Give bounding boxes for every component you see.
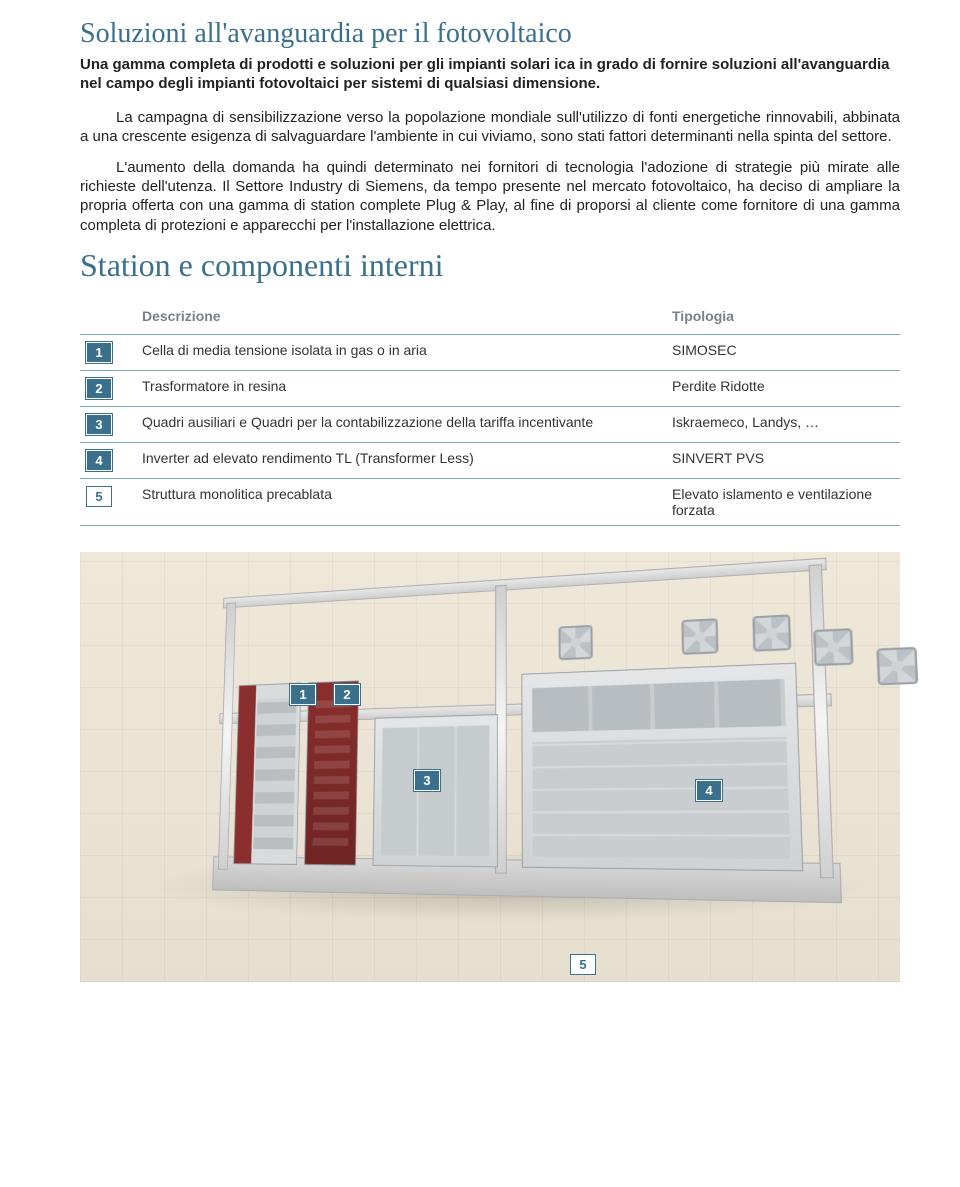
table-header-desc: Descrizione — [142, 298, 672, 335]
body-paragraph-2: L'aumento della domanda ha quindi determ… — [80, 158, 900, 235]
table-row: 3 Quadri ausiliari e Quadri per la contab… — [80, 406, 900, 442]
fan-icon — [558, 625, 592, 661]
row-badge: 3 — [86, 414, 112, 435]
table-row: 4 Inverter ad elevato rendimento TL (Tran… — [80, 442, 900, 478]
row-badge: 4 — [86, 450, 112, 471]
table-header-num — [80, 298, 142, 335]
table-row: 1 Cella di media tensione isolata in gas … — [80, 334, 900, 370]
lead-paragraph: Una gamma completa di prodotti e soluzio… — [80, 56, 900, 94]
cabinet-inverters — [521, 662, 803, 871]
fan-icon — [876, 647, 918, 686]
row-badge: 5 — [86, 486, 112, 507]
row-desc: Quadri ausiliari e Quadri per la contabi… — [142, 406, 672, 442]
body-paragraph-1: La campagna di sensibilizzazione verso l… — [80, 108, 900, 146]
illustration-pin: 4 — [696, 780, 722, 801]
fan-icon — [752, 614, 791, 651]
table-row: 2 Trasformatore in resinaPerdite Ridotte — [80, 370, 900, 406]
cabinet-mv-cell — [233, 682, 301, 864]
table-header-type: Tipologia — [672, 298, 900, 335]
row-type: Perdite Ridotte — [672, 370, 900, 406]
fan-icon — [681, 618, 718, 655]
row-desc: Struttura monolitica precablata — [142, 478, 672, 525]
section-heading: Station e componenti interni — [80, 247, 900, 284]
components-table: Descrizione Tipologia 1 Cella di media te… — [80, 298, 900, 526]
illustration-pin: 2 — [334, 684, 360, 705]
row-type: SIMOSEC — [672, 334, 900, 370]
row-type: SINVERT PVS — [672, 442, 900, 478]
row-type: Elevato islamento e ventilazione forzata — [672, 478, 900, 525]
illustration-shelter — [218, 564, 834, 878]
row-desc: Trasformatore in resina — [142, 370, 672, 406]
station-illustration: 12 3 4 5 — [80, 552, 900, 982]
illustration-pin: 5 — [570, 954, 596, 975]
table-row: 5 Struttura monolitica precablataElevato … — [80, 478, 900, 525]
row-badge: 2 — [86, 378, 112, 399]
row-desc: Inverter ad elevato rendimento TL (Trans… — [142, 442, 672, 478]
illustration-pin: 1 — [290, 684, 316, 705]
illustration-pin: 3 — [414, 770, 440, 791]
page-title: Soluzioni all'avanguardia per il fotovol… — [80, 18, 900, 50]
row-badge: 1 — [86, 342, 112, 363]
row-type: Iskraemeco, Landys, … — [672, 406, 900, 442]
row-desc: Cella di media tensione isolata in gas o… — [142, 334, 672, 370]
